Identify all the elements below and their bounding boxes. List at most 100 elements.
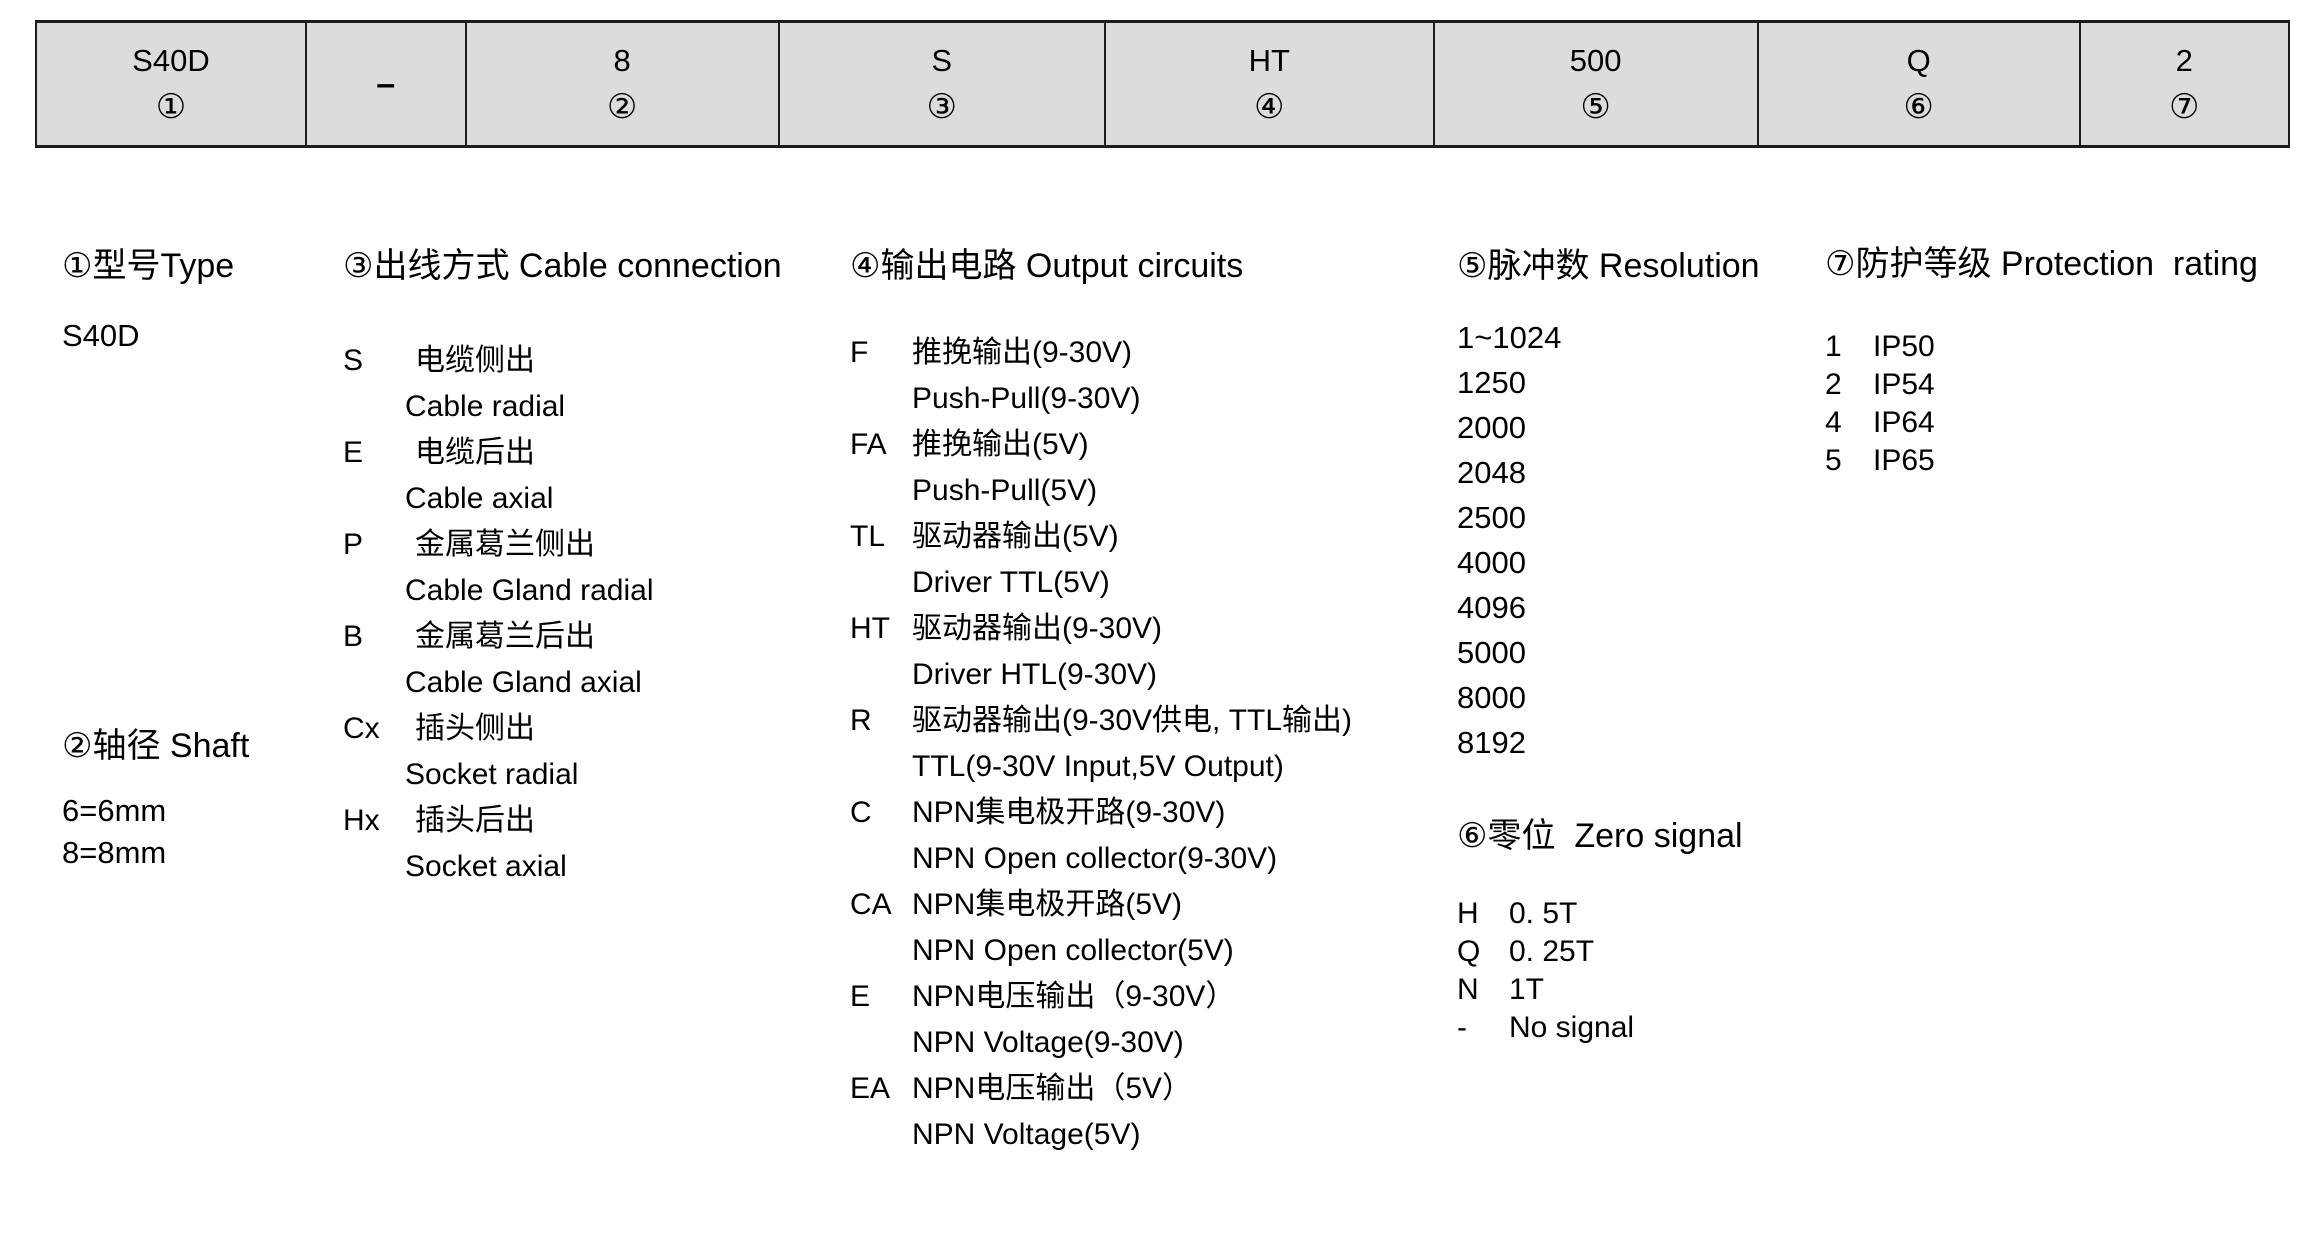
section-shaft: ②轴径 Shaft 6=6mm 8=8mm bbox=[62, 726, 249, 874]
zero-signal-option: H 0. 5T bbox=[1457, 895, 1743, 933]
option-label-cn: 驱动器输出(5V) bbox=[912, 520, 1119, 553]
option-code: 5 bbox=[1825, 444, 1842, 477]
option-text: 金属葛兰后出 Cable Gland axial bbox=[405, 614, 642, 706]
option-label-cn: NPN集电极开路(5V) bbox=[912, 888, 1183, 921]
resolution-option: 5000 bbox=[1457, 635, 1526, 670]
option-value: IP50 bbox=[1873, 330, 1935, 363]
option-label-cn: NPN电压输出（5V） bbox=[912, 1072, 1193, 1105]
option-code: S bbox=[343, 344, 364, 377]
option-code: P bbox=[343, 528, 364, 561]
model-code-cell: S ③ bbox=[777, 23, 1104, 145]
option-label-cn: 插头侧出 bbox=[415, 712, 535, 745]
resolution-option: 2048 bbox=[1457, 455, 1526, 490]
option-code: EA bbox=[850, 1072, 891, 1105]
option-code: E bbox=[850, 980, 871, 1013]
section-protection-rating: ⑦防护等级 Protection rating 1 IP50 2 IP54 4 … bbox=[1825, 244, 2258, 480]
model-code-value: 500 bbox=[1569, 42, 1622, 78]
option-code: B bbox=[343, 620, 364, 653]
option-label-cn: NPN集电极开路(9-30V) bbox=[912, 796, 1226, 829]
resolution-option: 8000 bbox=[1457, 680, 1526, 715]
option-label-en: Socket radial bbox=[405, 758, 579, 791]
option-code: Cx bbox=[343, 712, 380, 745]
section-cable-title: ③出线方式 Cable connection bbox=[343, 247, 782, 285]
option-text: 插头后出 Socket axial bbox=[405, 798, 567, 890]
model-code-cell: 500 ⑤ bbox=[1432, 23, 1757, 145]
option-label-cn: 推挽输出(9-30V) bbox=[912, 336, 1133, 369]
option-label-cn: 金属葛兰后出 bbox=[415, 620, 595, 653]
model-code-table: S40D ① – 8 ② S ③ HT ④ 50 bbox=[35, 20, 2290, 148]
shaft-option: 8=8mm bbox=[62, 835, 167, 870]
model-code-cell: 8 ② bbox=[464, 23, 778, 145]
option-text: NPN电压输出（5V） NPN Voltage(5V) bbox=[912, 1066, 1192, 1158]
protection-option: 2 IP54 bbox=[1825, 366, 2258, 404]
option-label-en: Socket axial bbox=[405, 850, 567, 883]
section-zero-signal: ⑥零位 Zero signal H 0. 5T Q 0. 25T N 1T bbox=[1457, 816, 1743, 1047]
protection-option: 4 IP64 bbox=[1825, 404, 2258, 442]
option-text: NPN集电极开路(5V) NPN Open collector(5V) bbox=[912, 882, 1234, 974]
option-label-en: NPN Voltage(5V) bbox=[912, 1118, 1141, 1151]
option-code: CA bbox=[850, 888, 892, 921]
option-code: E bbox=[343, 436, 364, 469]
protection-option: 5 IP65 bbox=[1825, 442, 2258, 480]
option-text: 驱动器输出(5V) Driver TTL(5V) bbox=[912, 514, 1119, 606]
cable-option: Hx 插头后出 Socket axial bbox=[343, 798, 782, 890]
option-text: 电缆后出 Cable axial bbox=[405, 430, 553, 522]
model-code-cell: HT ④ bbox=[1103, 23, 1433, 145]
model-code-value: HT bbox=[1248, 42, 1290, 78]
model-code-value: – bbox=[376, 65, 396, 103]
option-value: 1T bbox=[1509, 973, 1545, 1006]
option-label-en: Cable Gland axial bbox=[405, 666, 642, 699]
option-label-cn: 推挽输出(5V) bbox=[912, 428, 1089, 461]
model-code-value: 2 bbox=[2175, 42, 2193, 78]
cable-option: P 金属葛兰侧出 Cable Gland radial bbox=[343, 522, 782, 614]
option-code: H bbox=[1457, 897, 1479, 930]
model-code-cell: S40D ① bbox=[37, 23, 305, 145]
option-code: HT bbox=[850, 612, 890, 645]
resolution-option: 1~1024 bbox=[1457, 320, 1562, 355]
option-label-en: Push-Pull(9-30V) bbox=[912, 382, 1141, 415]
resolution-options: 1~1024 1250 2000 2048 2500 4000 4096 500… bbox=[1457, 315, 1760, 765]
option-code: - bbox=[1457, 1011, 1467, 1044]
option-code: FA bbox=[850, 428, 887, 461]
output-option: TL 驱动器输出(5V) Driver TTL(5V) bbox=[850, 514, 1352, 606]
section-protection-title: ⑦防护等级 Protection rating bbox=[1825, 245, 2258, 283]
model-code-position-number: ④ bbox=[1254, 87, 1285, 126]
model-code-value: S40D bbox=[132, 42, 210, 78]
shaft-option: 6=6mm bbox=[62, 793, 167, 828]
option-text: 推挽输出(5V) Push-Pull(5V) bbox=[912, 422, 1097, 514]
model-code-position-number: ⑥ bbox=[1903, 87, 1934, 126]
option-label-en: Cable Gland radial bbox=[405, 574, 654, 607]
resolution-option: 2000 bbox=[1457, 410, 1526, 445]
resolution-option: 8192 bbox=[1457, 725, 1526, 760]
model-code-cell: Q ⑥ bbox=[1756, 23, 2079, 145]
option-text: 驱动器输出(9-30V供电, TTL输出) TTL(9-30V Input,5V… bbox=[912, 698, 1352, 790]
output-option: EA NPN电压输出（5V） NPN Voltage(5V) bbox=[850, 1066, 1352, 1158]
resolution-option: 4000 bbox=[1457, 545, 1526, 580]
cable-options: S 电缆侧出 Cable radial E 电缆后出 Cable axial bbox=[343, 338, 782, 890]
option-label-en: NPN Open collector(5V) bbox=[912, 934, 1234, 967]
output-option: CA NPN集电极开路(5V) NPN Open collector(5V) bbox=[850, 882, 1352, 974]
section-resolution-title: ⑤脉冲数 Resolution bbox=[1457, 247, 1760, 285]
model-code-value: Q bbox=[1906, 42, 1931, 78]
option-label-cn: NPN电压输出（9-30V） bbox=[912, 980, 1236, 1013]
option-text: 电缆侧出 Cable radial bbox=[405, 338, 565, 430]
model-code-cell: 2 ⑦ bbox=[2078, 23, 2288, 145]
section-output-circuits: ④输出电路 Output circuits F 推挽输出(9-30V) Push… bbox=[850, 246, 1352, 1158]
option-label-en: Cable radial bbox=[405, 390, 566, 423]
option-code: Q bbox=[1457, 935, 1481, 968]
option-label-en: Push-Pull(5V) bbox=[912, 474, 1098, 507]
cable-option: B 金属葛兰后出 Cable Gland axial bbox=[343, 614, 782, 706]
section-type-title: ①型号Type bbox=[62, 247, 235, 285]
option-text: NPN集电极开路(9-30V) NPN Open collector(9-30V… bbox=[912, 790, 1277, 882]
option-text: 驱动器输出(9-30V) Driver HTL(9-30V) bbox=[912, 606, 1162, 698]
model-code-position-number: ② bbox=[606, 87, 638, 126]
cable-option: Cx 插头侧出 Socket radial bbox=[343, 706, 782, 798]
model-code-value: S bbox=[931, 42, 953, 78]
protection-option: 1 IP50 bbox=[1825, 328, 2258, 366]
option-label-cn: 金属葛兰侧出 bbox=[415, 528, 595, 561]
model-code-cell: – bbox=[304, 23, 465, 145]
option-value: No signal bbox=[1509, 1011, 1635, 1044]
zero-signal-option: - No signal bbox=[1457, 1009, 1743, 1047]
section-resolution: ⑤脉冲数 Resolution 1~1024 1250 2000 2048 25… bbox=[1457, 246, 1760, 765]
